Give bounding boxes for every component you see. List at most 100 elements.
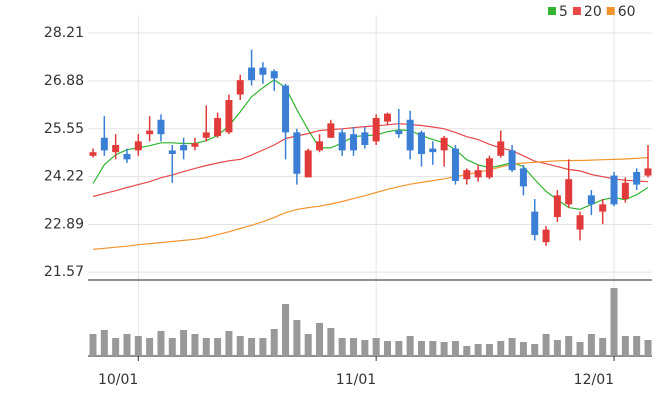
y-tick-label: 26.88 [44, 73, 84, 89]
candle-body [599, 204, 607, 212]
candle-body [565, 179, 573, 205]
legend-label: 20 [584, 4, 602, 20]
volume-bar [372, 338, 380, 356]
candle-body [304, 150, 312, 178]
volume-bar [214, 338, 222, 356]
volume-bar [202, 338, 210, 356]
candle-body [134, 141, 142, 151]
candle-body [474, 170, 482, 178]
volume-bar [293, 320, 301, 356]
candle-body [259, 67, 267, 75]
volume-bar [621, 336, 629, 356]
volume-bar [259, 338, 267, 356]
candle-body [497, 141, 505, 156]
y-tick-label: 25.55 [44, 121, 84, 137]
volume-bar [395, 341, 403, 356]
candle-body [89, 152, 97, 156]
volume-bar [270, 329, 278, 356]
volume-bar [565, 336, 573, 356]
volume-bar [180, 330, 188, 356]
volume-bar [508, 338, 516, 356]
candle-body [542, 229, 550, 243]
volume-bar [531, 344, 539, 356]
volume-bar [440, 342, 448, 356]
volume-bar [474, 344, 482, 356]
legend-label: 60 [618, 4, 636, 20]
ma-line [92, 123, 649, 198]
x-tick-label: 10/01 [98, 372, 138, 388]
candle-body [270, 71, 278, 79]
candle-body [248, 67, 256, 81]
candle-body [361, 132, 369, 145]
x-tick-label: 12/01 [574, 372, 614, 388]
ma-line [92, 79, 649, 211]
volume-bar [304, 334, 312, 356]
candle-body [112, 144, 120, 153]
candle-body [372, 117, 380, 142]
candle-body [429, 148, 437, 153]
volume-bar [350, 338, 358, 356]
candle-body [417, 132, 425, 154]
candle-body [180, 144, 188, 151]
legend-swatch [548, 7, 556, 15]
volume-bar [123, 334, 131, 356]
volume-bar [146, 338, 154, 356]
volume-bar [429, 341, 437, 356]
candle-body [395, 130, 403, 135]
y-tick-label: 28.21 [44, 25, 84, 41]
candle-body [327, 123, 335, 138]
volume-bar [519, 342, 527, 356]
candle-body [463, 170, 471, 180]
volume-bar [542, 334, 550, 356]
candle-body [451, 148, 459, 181]
volume-bar [463, 346, 471, 356]
candle-body [338, 132, 346, 151]
ma-line [92, 157, 649, 250]
volume-bar [417, 341, 425, 356]
volume-bar [576, 342, 584, 356]
candle-body [440, 137, 448, 151]
volume-bar [89, 334, 97, 356]
candle-body [168, 150, 176, 154]
candle-body [316, 141, 324, 151]
candle-body [350, 134, 358, 151]
volume-bar [383, 341, 391, 356]
volume-bar [112, 338, 120, 356]
candle-body [191, 143, 199, 147]
y-tick-label: 22.89 [44, 217, 84, 233]
candle-body [214, 117, 222, 136]
volume-bar [134, 336, 142, 356]
volume-bar [633, 336, 641, 356]
candle-body [587, 195, 595, 205]
volume-bar [248, 338, 256, 356]
y-tick-label: 21.57 [44, 264, 84, 280]
candle-body [576, 215, 584, 230]
volume-bar [338, 338, 346, 356]
volume-bar [100, 330, 108, 356]
volume-bar [361, 340, 369, 356]
volume-bar [327, 328, 335, 356]
volume-bar [587, 334, 595, 356]
volume-bar [282, 304, 290, 356]
volume-bar [316, 323, 324, 356]
candle-body [531, 211, 539, 235]
volume-bar [191, 334, 199, 356]
y-tick-label: 24.22 [44, 169, 84, 185]
candle-body [293, 132, 301, 174]
candle-body [519, 168, 527, 187]
candle-body [282, 85, 290, 133]
candle-body [225, 99, 233, 133]
volume-bar [168, 338, 176, 356]
candle-body [406, 119, 414, 151]
volume-bar [610, 288, 618, 356]
candle-body [236, 80, 244, 95]
candle-body [621, 182, 629, 199]
candle-body [553, 195, 561, 217]
candle-body [508, 150, 516, 171]
candle-body [644, 168, 652, 176]
candle-body [157, 119, 165, 135]
candle-body [610, 175, 618, 205]
volume-bar [599, 338, 607, 356]
candle-body [123, 153, 131, 160]
